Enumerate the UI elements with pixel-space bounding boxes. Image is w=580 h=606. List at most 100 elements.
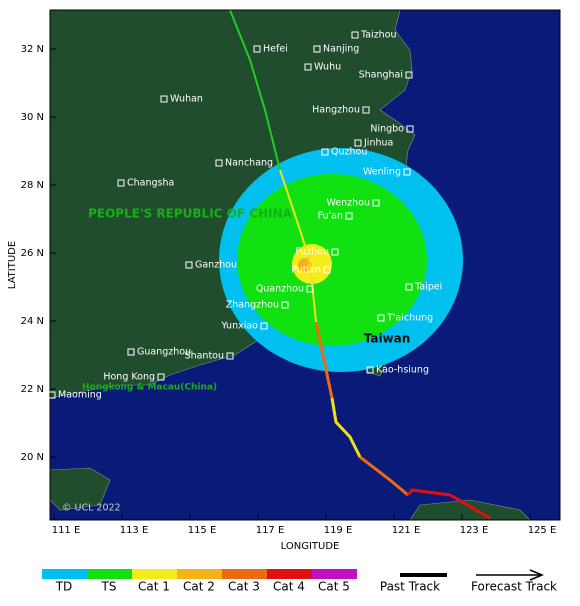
city-marker bbox=[351, 31, 359, 39]
lat-tick-label: 24 N bbox=[21, 316, 44, 327]
city-label: Guangzhou bbox=[137, 347, 191, 358]
city-marker bbox=[157, 373, 165, 381]
city-marker bbox=[313, 45, 321, 53]
legend-label: Cat 1 bbox=[138, 580, 170, 594]
city-marker bbox=[331, 248, 339, 256]
city-label: Hefei bbox=[263, 44, 288, 55]
city-label: Putian bbox=[291, 265, 321, 276]
city-label: T'aichung bbox=[386, 313, 433, 324]
city-label: Wenling bbox=[363, 167, 401, 178]
track bbox=[229, 9, 491, 520]
legend-swatch bbox=[312, 569, 357, 579]
city-marker bbox=[406, 125, 414, 133]
region-label: Hongkong & Macau(China) bbox=[82, 383, 217, 393]
city-label: Wenzhou bbox=[326, 198, 370, 209]
region-label: PEOPLE'S REPUBLIC OF CHINA bbox=[88, 207, 292, 221]
city-label: Fuzhou bbox=[295, 247, 329, 258]
city-marker bbox=[354, 139, 362, 147]
legend-swatch bbox=[267, 569, 312, 579]
city-label: Ganzhou bbox=[195, 260, 237, 271]
lat-tick-label: 22 N bbox=[21, 384, 44, 395]
lon-tick-label: 123 E bbox=[460, 525, 489, 536]
forecast-arrow bbox=[529, 569, 544, 581]
city-label: Nanjing bbox=[323, 44, 359, 55]
lon-tick-label: 121 E bbox=[392, 525, 421, 536]
city-marker bbox=[403, 168, 411, 176]
legend-label: TS bbox=[101, 580, 117, 594]
city-marker bbox=[185, 261, 193, 269]
legend-swatch bbox=[222, 569, 267, 579]
city-label: Shanghai bbox=[359, 70, 403, 81]
city-marker bbox=[321, 148, 329, 156]
city-marker bbox=[117, 179, 125, 187]
lon-tick-label: 125 E bbox=[528, 525, 557, 536]
lat-tick-label: 30 N bbox=[21, 112, 44, 123]
region-label: Taiwan bbox=[364, 332, 411, 346]
city-label: Taizhou bbox=[360, 30, 397, 41]
legend-swatch bbox=[42, 569, 87, 579]
city-label: Quanzhou bbox=[256, 284, 304, 295]
y-axis-label: LATITUDE bbox=[7, 241, 18, 289]
frame bbox=[49, 9, 561, 521]
lat-tick-label: 20 N bbox=[21, 452, 44, 463]
city-marker bbox=[366, 366, 374, 374]
city-label: Nanchang bbox=[225, 158, 273, 169]
lat-tick-label: 28 N bbox=[21, 180, 44, 191]
legend-swatch bbox=[132, 569, 177, 579]
city-label: Shantou bbox=[185, 351, 224, 362]
city-marker bbox=[306, 285, 314, 293]
city-marker bbox=[48, 391, 56, 399]
lon-tick-label: 119 E bbox=[324, 525, 353, 536]
legend-swatch bbox=[87, 569, 132, 579]
lon-tick-label: 111 E bbox=[52, 525, 81, 536]
city-marker bbox=[345, 212, 353, 220]
legend-label: Cat 2 bbox=[183, 580, 215, 594]
city-label: Hong Kong bbox=[103, 372, 155, 383]
legend-label: Cat 4 bbox=[273, 580, 305, 594]
x-axis-label: LONGITUDE bbox=[281, 541, 340, 552]
lon-tick-label: 117 E bbox=[256, 525, 285, 536]
city-marker bbox=[260, 322, 268, 330]
city-label: Wuhan bbox=[170, 94, 203, 105]
city-marker bbox=[127, 348, 135, 356]
city-label: Jinhua bbox=[363, 138, 393, 149]
legend-label: Past Track bbox=[380, 580, 440, 594]
city-marker bbox=[226, 352, 234, 360]
legend-label: TD bbox=[55, 580, 73, 594]
city-label: Zhangzhou bbox=[226, 300, 279, 311]
legend-label: Cat 3 bbox=[228, 580, 260, 594]
city-label: Quzhou bbox=[331, 147, 367, 158]
city-marker bbox=[362, 106, 370, 114]
city-marker bbox=[253, 45, 261, 53]
city-label: Kao-hsiung bbox=[376, 365, 429, 376]
city-label: Changsha bbox=[127, 178, 174, 189]
city-marker bbox=[405, 283, 413, 291]
city-marker bbox=[323, 266, 331, 274]
cat1-radius bbox=[292, 244, 332, 284]
city-marker bbox=[405, 71, 413, 79]
copyright: © UCL 2022 bbox=[62, 503, 121, 514]
legend-label: Cat 5 bbox=[318, 580, 350, 594]
lat-tick-label: 26 N bbox=[21, 248, 44, 259]
city-marker bbox=[160, 95, 168, 103]
city-marker bbox=[304, 63, 312, 71]
city-label: Hangzhou bbox=[312, 105, 360, 116]
city-label: Ningbo bbox=[370, 124, 404, 135]
eye bbox=[298, 258, 312, 272]
city-label: Taipei bbox=[414, 282, 442, 293]
lon-tick-label: 115 E bbox=[188, 525, 217, 536]
city-label: Fu'an bbox=[318, 211, 343, 222]
city-label: Wuhu bbox=[314, 62, 341, 73]
lon-tick-label: 113 E bbox=[120, 525, 149, 536]
ts-radius bbox=[237, 174, 427, 346]
city-label: Yunxiao bbox=[220, 321, 258, 332]
lat-tick-label: 32 N bbox=[21, 44, 44, 55]
city-marker bbox=[372, 199, 380, 207]
legend-swatch bbox=[177, 569, 222, 579]
legend-label: Forecast Track bbox=[471, 580, 557, 594]
city-marker bbox=[215, 159, 223, 167]
city-label: Maoming bbox=[58, 390, 102, 401]
city-marker bbox=[377, 314, 385, 322]
city-marker bbox=[281, 301, 289, 309]
